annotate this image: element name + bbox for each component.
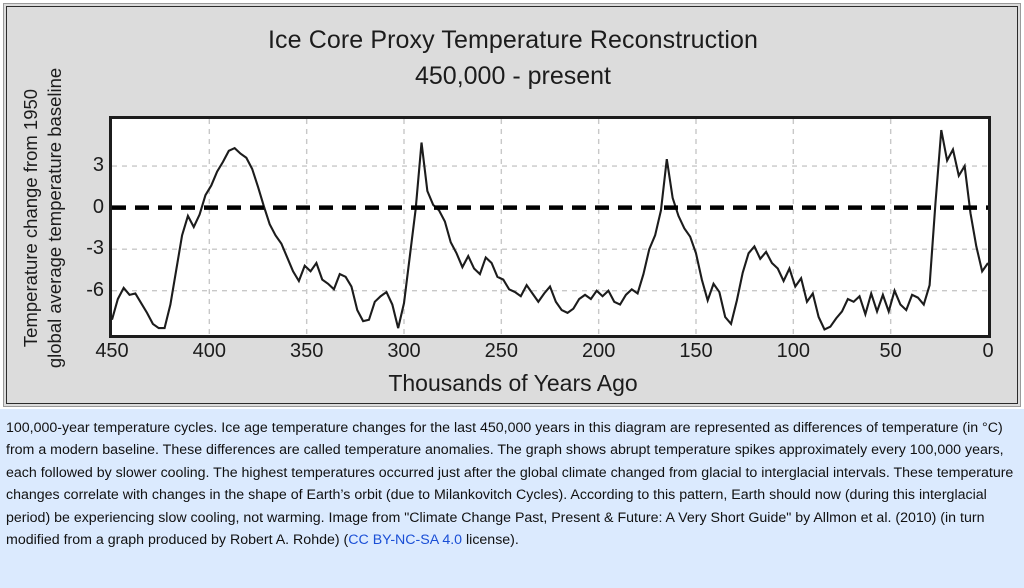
chart-subtitle: 450,000 - present: [415, 62, 611, 90]
caption-box: 100,000-year temperature cycles. Ice age…: [0, 409, 1024, 588]
caption-text: 100,000-year temperature cycles. Ice age…: [6, 417, 1018, 551]
x-tick-label: 400: [192, 340, 227, 362]
x-tick-label: 450: [95, 340, 129, 362]
x-tick-label: 350: [289, 340, 324, 362]
cc-license-link[interactable]: CC BY-NC-SA 4.0: [348, 532, 463, 549]
y-tick-label: -3: [86, 237, 104, 260]
x-tick-label: 150: [679, 340, 713, 362]
x-tick-label: 300: [387, 340, 421, 362]
x-tick-label: 200: [581, 340, 616, 362]
y-tick-label: 0: [92, 195, 104, 218]
y-tick-label: 3: [92, 154, 104, 177]
chart-title: Ice Core Proxy Temperature Reconstructio…: [268, 26, 758, 54]
y-axis-label-line1: Temperature change from 1950: [20, 88, 41, 348]
temperature-line-chart: [112, 119, 988, 335]
figure-panel: Ice Core Proxy Temperature Reconstructio…: [3, 3, 1021, 407]
plot-wrapper: [109, 116, 991, 338]
caption-tail: license).: [462, 532, 519, 549]
x-tick-label: 50: [879, 340, 902, 362]
temperature-series-line: [112, 129, 988, 331]
x-tick-label: 100: [776, 340, 811, 362]
y-axis-ticks: 3 0 -3 -6: [60, 116, 104, 338]
caption-body: 100,000-year temperature cycles. Ice age…: [6, 420, 1014, 549]
x-tick-label: 0: [982, 340, 994, 362]
plot-area: [109, 116, 991, 338]
y-tick-label: -6: [86, 278, 104, 301]
x-axis-label: Thousands of Years Ago: [388, 370, 638, 396]
x-axis-ticks: 450 400 350 300 250 200 150 100 50 0: [95, 340, 993, 368]
x-tick-label: 250: [484, 340, 519, 362]
